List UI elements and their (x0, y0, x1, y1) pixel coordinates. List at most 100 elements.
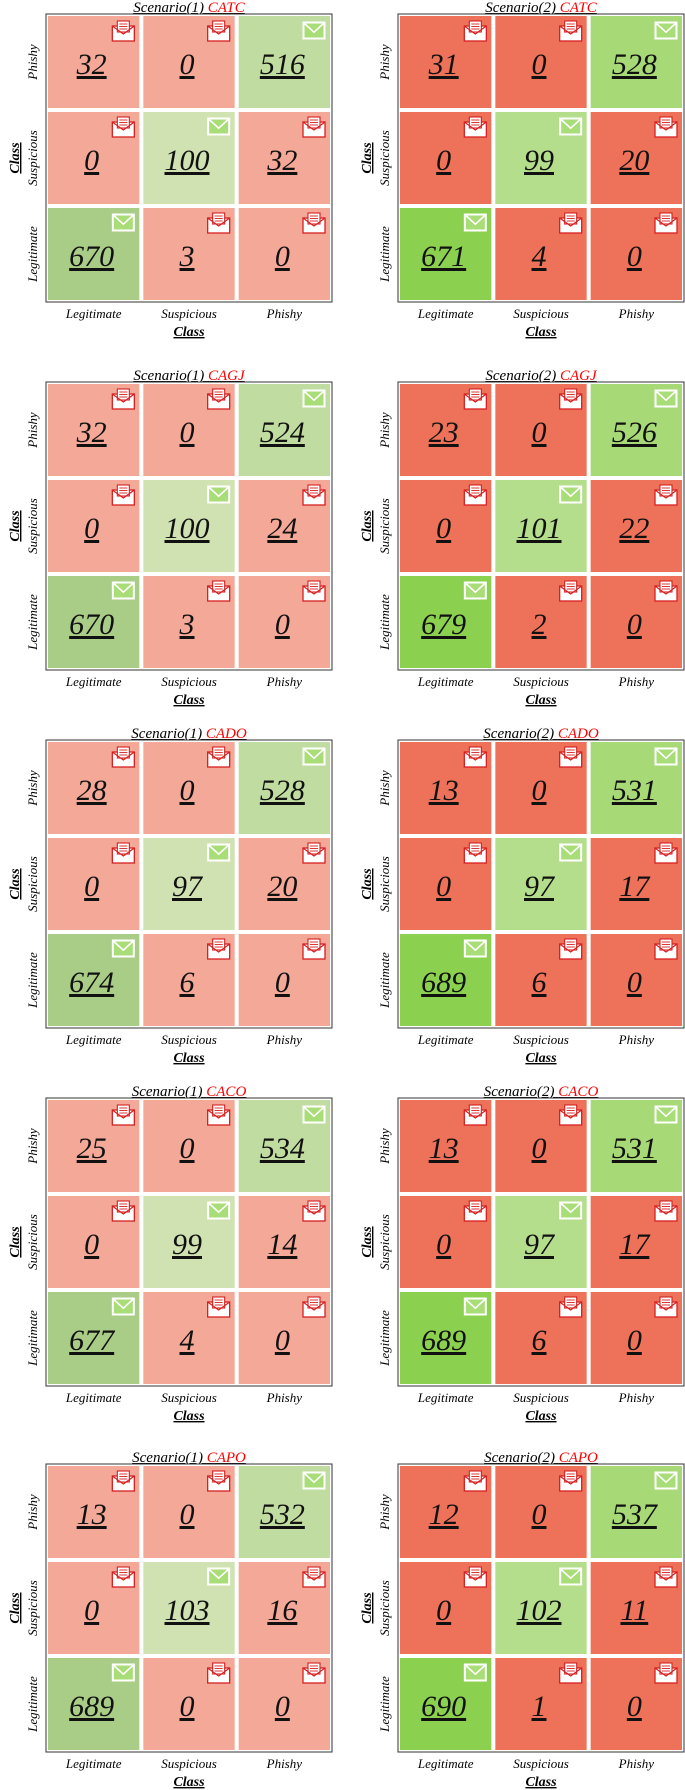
x-tick-label: Suspicious (161, 1756, 217, 1771)
y-tick-label: Suspicious (25, 498, 40, 554)
confusion-matrix-4: Scenario(2) CAGJ 23 0 526 0 101 22 679 2 0 Legitim… (360, 368, 685, 708)
matrix-cell: 524 (238, 384, 330, 476)
matrix-cell: 516 (238, 16, 330, 108)
matrix-cell: 31 (400, 16, 492, 108)
matrix-cell: 17 (590, 1196, 682, 1288)
envelope-icon (111, 213, 135, 232)
cell-value: 679 (421, 608, 466, 641)
y-tick-label: Phishy (25, 1494, 40, 1531)
cell-value: 17 (619, 1228, 651, 1261)
cell-value: 6 (532, 1324, 547, 1357)
matrix-cell: 674 (48, 934, 140, 1026)
cell-value: 22 (619, 512, 649, 545)
cell-value: 100 (165, 512, 210, 545)
matrix-cell: 0 (48, 1562, 140, 1654)
cell-value: 6 (180, 966, 195, 999)
matrix-cell: 0 (143, 16, 235, 108)
cell-value: 0 (275, 966, 290, 999)
y-tick-label: Phishy (25, 44, 40, 81)
x-tick-label: Phishy (266, 1032, 303, 1047)
open-envelope-icon (302, 1662, 326, 1684)
matrix-cell: 25 (48, 1100, 140, 1192)
y-tick-label: Suspicious (25, 1580, 40, 1636)
y-axis-label: Class (360, 142, 375, 174)
confusion-matrix-6: Scenario(2) CADO 13 0 531 0 97 17 689 6 0 Legitima… (360, 726, 685, 1066)
cell-value: 32 (76, 48, 107, 81)
title-scenario: Scenario(1) (133, 368, 208, 384)
title-method: CACO (558, 1084, 598, 1100)
matrix-cell: 97 (143, 838, 235, 930)
matrix-cell: 99 (495, 112, 587, 204)
matrix-cell: 100 (143, 112, 235, 204)
matrix-cell: 6 (495, 934, 587, 1026)
open-envelope-icon (654, 1200, 678, 1222)
matrix-cell: 0 (400, 838, 492, 930)
matrix-cell: 0 (238, 1292, 330, 1384)
cell-value: 528 (612, 48, 657, 81)
title-scenario: Scenario(2) (484, 1084, 559, 1100)
y-axis-label: Class (8, 1592, 23, 1624)
matrix-cell: 526 (590, 384, 682, 476)
envelope-icon (302, 21, 326, 40)
cell-value: 0 (436, 512, 451, 545)
matrix-cell: 671 (400, 208, 492, 300)
open-envelope-icon (654, 1566, 678, 1588)
envelope-icon (463, 581, 487, 600)
cell-value: 28 (77, 774, 107, 807)
envelope-icon (207, 1567, 231, 1586)
y-axis-label: Class (8, 510, 23, 542)
open-envelope-icon (111, 116, 135, 138)
x-axis-label: Class (525, 1051, 557, 1066)
open-envelope-icon (463, 842, 487, 864)
matrix-cell: 0 (238, 208, 330, 300)
matrix-cell: 0 (590, 1658, 682, 1750)
matrix-title: Scenario(2) CAPO (484, 1450, 598, 1466)
matrix-cell: 0 (495, 1100, 587, 1192)
open-envelope-icon (559, 746, 583, 768)
cell-value: 31 (428, 48, 459, 81)
matrix-cell: 0 (48, 480, 140, 572)
matrix-cell: 101 (495, 480, 587, 572)
x-tick-label: Phishy (266, 306, 303, 321)
envelope-icon (654, 1105, 678, 1124)
title-scenario: Scenario(2) (483, 726, 558, 742)
open-envelope-icon (302, 580, 326, 602)
matrix-cell: 0 (48, 838, 140, 930)
matrix-cell: 0 (143, 742, 235, 834)
matrix-cell: 97 (495, 838, 587, 930)
cell-value: 689 (421, 966, 466, 999)
cell-value: 99 (172, 1228, 202, 1261)
cell-value: 0 (180, 1132, 195, 1165)
x-tick-label: Legitimate (417, 306, 474, 321)
y-tick-label: Phishy (25, 412, 40, 449)
open-envelope-icon (207, 212, 231, 234)
cell-value: 97 (172, 870, 204, 903)
x-tick-label: Phishy (266, 674, 303, 689)
confusion-matrix-9: Scenario(1) CAPO 13 0 532 0 103 16 689 0 0 Legitim… (8, 1450, 333, 1790)
matrix-title: Scenario(1) CAPO (132, 1450, 246, 1466)
cell-value: 0 (627, 1324, 642, 1357)
matrix-cell: 531 (590, 1100, 682, 1192)
y-tick-label: Phishy (25, 770, 40, 807)
matrix-cell: 531 (590, 742, 682, 834)
cell-value: 524 (260, 416, 305, 449)
cell-value: 13 (429, 1132, 459, 1165)
envelope-icon (559, 485, 583, 504)
open-envelope-icon (559, 212, 583, 234)
matrix-cell: 0 (590, 208, 682, 300)
matrix-cell: 11 (590, 1562, 682, 1654)
open-envelope-icon (111, 1200, 135, 1222)
cell-value: 0 (180, 1690, 195, 1723)
cell-value: 1 (532, 1690, 547, 1723)
matrix-title: Scenario(1) CADO (131, 726, 247, 742)
matrix-title: Scenario(1) CACO (132, 1084, 247, 1100)
cell-value: 13 (77, 1498, 107, 1531)
matrix-cell: 20 (590, 112, 682, 204)
cell-value: 100 (165, 144, 210, 177)
title-scenario: Scenario(1) (133, 0, 208, 16)
matrix-cell: 0 (143, 1658, 235, 1750)
matrix-cell: 13 (400, 742, 492, 834)
y-tick-label: Suspicious (377, 1214, 392, 1270)
envelope-icon (463, 1663, 487, 1682)
